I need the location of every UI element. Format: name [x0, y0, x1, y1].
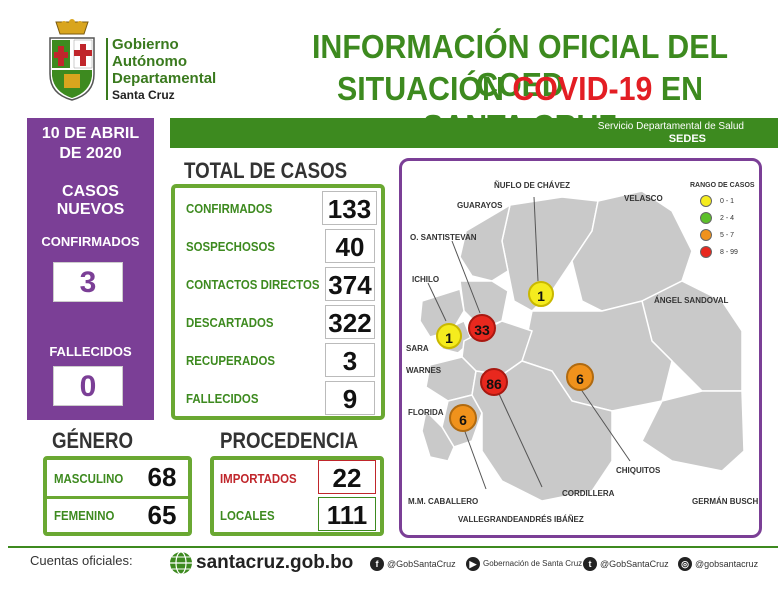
legend-dot-5-7 [700, 229, 712, 241]
female-label: FEMENINO [54, 508, 115, 523]
sedes-line-2: SEDES [668, 133, 706, 145]
label-santistevan: O. SANTISTEVAN [410, 233, 477, 242]
legend-label-5-7: 5 - 7 [720, 232, 735, 239]
recovered-value: 3 [325, 343, 375, 377]
legend-label-8-99: 8 - 99 [720, 249, 738, 256]
label-ichilo: ICHILO [412, 275, 440, 284]
label-guarayos: GUARAYOS [457, 201, 503, 210]
marker-ibanez: 86 [480, 368, 508, 396]
label-florida: FLORIDA [408, 408, 444, 417]
province-guarayos [459, 203, 512, 282]
local-label: LOCALES [220, 508, 275, 523]
origin-title: PROCEDENCIA [220, 428, 359, 453]
imported-value: 22 [318, 460, 376, 494]
direct-contacts-value: 374 [325, 267, 375, 301]
instagram-icon: ◎ [678, 557, 692, 571]
marker-nuflo: 1 [528, 281, 554, 307]
label-ibanez: ANDRÉS IBÁÑEZ [518, 515, 584, 524]
discarded-label: DESCARTADOS [186, 315, 274, 330]
province-busch [641, 390, 745, 472]
globe-icon [170, 551, 192, 575]
deaths-label: FALLECIDOS [186, 391, 259, 406]
title-covid: COVID-19 [512, 70, 653, 107]
legend-label-2-4: 2 - 4 [720, 215, 735, 222]
sedes-banner: Servicio Departamental de Salud SEDES [170, 118, 778, 148]
discarded-value: 322 [325, 305, 375, 339]
origin-box [210, 456, 384, 536]
direct-contacts-label: CONTACTOS DIRECTOS [186, 277, 320, 292]
youtube-channel[interactable]: Gobernación de Santa Cruz [483, 559, 583, 568]
suspected-value: 40 [325, 229, 375, 263]
date-line-2: DE 2020 [59, 145, 122, 162]
twitter-icon: t [583, 557, 597, 571]
label-cordillera: CORDILLERA [562, 489, 615, 498]
imported-label: IMPORTADOS [220, 471, 297, 486]
label-warnes: WARNES [406, 366, 442, 375]
female-value: 65 [147, 500, 177, 530]
title-part-a: SITUACIÓN [336, 70, 513, 107]
label-caballero: M.M. CABALLERO [408, 497, 479, 506]
label-sandoval: ÁNGEL SANDOVAL [654, 296, 729, 305]
page-title-line-1: INFORMACIÓN OFICIAL DEL COED [311, 28, 729, 103]
confirmed-label: CONFIRMADOS [186, 201, 273, 216]
facebook-handle[interactable]: @GobSantaCruz [387, 559, 456, 569]
label-velasco: VELASCO [624, 194, 663, 203]
suspected-label: SOSPECHOSOS [186, 239, 276, 254]
instagram-handle[interactable]: @gobsantacruz [695, 559, 759, 569]
new-cases-title: CASOS NUEVOS [56, 183, 125, 218]
footer-divider [8, 546, 778, 548]
legend-dot-0-1 [700, 195, 712, 207]
marker-santistevan: 33 [468, 314, 496, 342]
gov-line-2: Autónomo [112, 53, 187, 70]
marker-sara: 1 [436, 323, 462, 349]
legend-dot-2-4 [700, 212, 712, 224]
new-deaths-label: FALLECIDOS [49, 344, 132, 359]
gov-line-1: Gobierno [112, 36, 179, 53]
label-busch: GERMÁN BUSCH [692, 497, 759, 506]
twitter-handle[interactable]: @GobSantaCruz [600, 559, 669, 569]
youtube-icon: ▶ [466, 557, 480, 571]
government-name: Gobierno Autónomo Departamental Santa Cr… [112, 36, 252, 104]
official-accounts-label: Cuentas oficiales: [30, 553, 133, 568]
logo-divider [106, 38, 108, 100]
province-cordillera [471, 360, 613, 502]
new-deaths-value: 0 [53, 366, 123, 406]
new-confirmed-value: 3 [53, 262, 123, 302]
gender-title: GÉNERO [52, 428, 134, 453]
confirmed-value: 133 [322, 191, 377, 225]
gov-line-4: Santa Cruz [112, 88, 175, 102]
legend-dot-8-99 [700, 246, 712, 258]
male-value: 68 [147, 462, 177, 492]
facebook-icon: f [370, 557, 384, 571]
label-vallegrande: VALLEGRANDE [458, 515, 519, 524]
province-florida [425, 356, 477, 402]
province-caballero [421, 409, 455, 462]
report-date: 10 DE ABRIL DE 2020 [27, 124, 154, 164]
label-sara: SARA [406, 344, 429, 353]
date-line-1: 10 DE ABRIL [41, 125, 140, 142]
new-confirmed-label: CONFIRMADOS [41, 234, 140, 249]
recovered-label: RECUPERADOS [186, 353, 275, 368]
gov-line-3: Departamental [112, 70, 217, 87]
male-label: MASCULINO [54, 471, 124, 486]
total-cases-title: TOTAL DE CASOS [184, 158, 348, 183]
marker-vallegrande: 6 [449, 404, 477, 432]
legend-label-0-1: 0 - 1 [720, 198, 735, 205]
website-link[interactable]: santacruz.gob.bo [196, 552, 354, 573]
coat-of-arms-logo [49, 19, 95, 101]
local-value: 111 [318, 497, 376, 531]
deaths-value: 9 [325, 381, 375, 415]
legend-title: RANGO DE CASOS [690, 182, 755, 189]
label-nuflo: ÑUFLO DE CHÁVEZ [494, 181, 570, 190]
gender-divider [47, 496, 188, 499]
marker-chiquitos: 6 [566, 363, 594, 391]
sedes-line-1: Servicio Departamental de Salud [597, 121, 744, 132]
label-chiquitos: CHIQUITOS [616, 466, 661, 475]
